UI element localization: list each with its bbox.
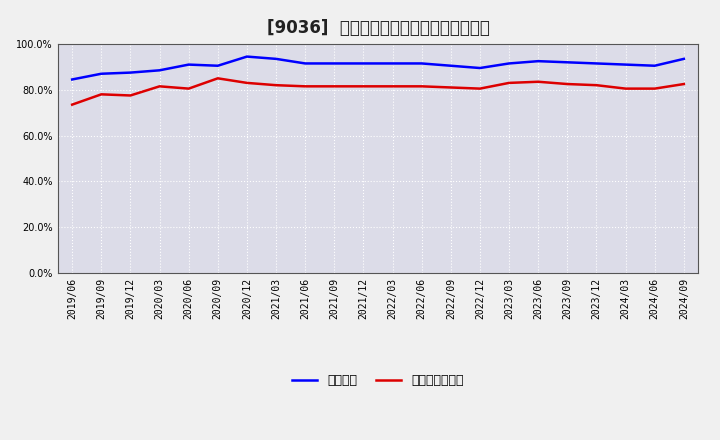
固定比率 xyxy=(505,61,513,66)
固定比率 xyxy=(359,61,368,66)
固定長期適合率 xyxy=(505,80,513,85)
固定比率 xyxy=(301,61,310,66)
固定比率 xyxy=(476,66,485,71)
固定比率 xyxy=(243,54,251,59)
Legend: 固定比率, 固定長期適合率: 固定比率, 固定長期適合率 xyxy=(287,370,469,392)
固定比率 xyxy=(271,56,280,62)
固定長期適合率 xyxy=(301,84,310,89)
固定比率 xyxy=(184,62,193,67)
固定長期適合率 xyxy=(184,86,193,91)
固定比率 xyxy=(97,71,106,77)
固定比率 xyxy=(388,61,397,66)
Line: 固定長期適合率: 固定長期適合率 xyxy=(72,78,684,105)
固定比率 xyxy=(330,61,338,66)
固定比率 xyxy=(68,77,76,82)
固定長期適合率 xyxy=(97,92,106,97)
固定長期適合率 xyxy=(418,84,426,89)
固定長期適合率 xyxy=(126,93,135,98)
固定比率 xyxy=(213,63,222,68)
固定長期適合率 xyxy=(534,79,543,84)
固定長期適合率 xyxy=(68,102,76,107)
固定長期適合率 xyxy=(650,86,659,91)
固定長期適合率 xyxy=(680,81,688,87)
固定長期適合率 xyxy=(476,86,485,91)
固定比率 xyxy=(126,70,135,75)
固定比率 xyxy=(418,61,426,66)
固定長期適合率 xyxy=(388,84,397,89)
固定長期適合率 xyxy=(621,86,630,91)
固定長期適合率 xyxy=(359,84,368,89)
固定長期適合率 xyxy=(330,84,338,89)
固定長期適合率 xyxy=(271,83,280,88)
固定比率 xyxy=(650,63,659,68)
固定長期適合率 xyxy=(592,83,600,88)
固定長期適合率 xyxy=(156,84,164,89)
固定長期適合率 xyxy=(243,80,251,85)
Title: [9036]  固定比率、固定長期適合率の推移: [9036] 固定比率、固定長期適合率の推移 xyxy=(266,19,490,37)
固定比率 xyxy=(592,61,600,66)
固定長期適合率 xyxy=(446,85,455,90)
固定比率 xyxy=(563,60,572,65)
固定比率 xyxy=(446,63,455,68)
Line: 固定比率: 固定比率 xyxy=(72,57,684,80)
固定長期適合率 xyxy=(213,76,222,81)
固定比率 xyxy=(621,62,630,67)
固定長期適合率 xyxy=(563,81,572,87)
固定比率 xyxy=(156,68,164,73)
固定比率 xyxy=(680,56,688,62)
固定比率 xyxy=(534,59,543,64)
